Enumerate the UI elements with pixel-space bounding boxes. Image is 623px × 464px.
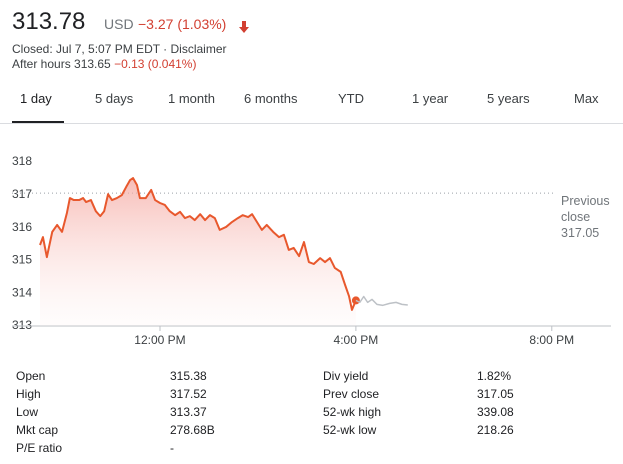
y-tick-label: 318 <box>12 154 32 168</box>
reference-label: Previous close <box>561 194 610 224</box>
y-tick-label: 317 <box>12 187 32 201</box>
x-tick-label: 4:00 PM <box>334 333 379 347</box>
reference-value: 317.05 <box>561 226 600 240</box>
stat-label: Low <box>16 405 39 419</box>
price-line <box>39 177 357 311</box>
stat-label: Div yield <box>323 369 369 383</box>
stat-label: High <box>16 387 41 401</box>
price: 313.78 <box>12 8 86 35</box>
stat-value: 278.68B <box>170 423 215 437</box>
tab[interactable]: 1 day <box>20 91 52 106</box>
stat-label: Mkt cap <box>16 423 59 437</box>
x-tick-label: 8:00 PM <box>529 333 574 347</box>
after-hours: After hours 313.65 −0.13 (0.041%) <box>12 57 196 71</box>
stat-label: Prev close <box>323 387 380 401</box>
stat-value: 315.38 <box>170 369 207 383</box>
stat-label: Open <box>16 369 46 383</box>
after-hours-label: After hours 313.65 <box>12 57 111 71</box>
chart: 313 314 315 316 317 318 12:00 PM 4:00 PM 8:00 PM <box>12 154 611 347</box>
down-arrow <box>239 21 249 33</box>
area <box>40 178 356 326</box>
x-tick-label: 12:00 PM <box>134 333 185 347</box>
tab[interactable]: YTD <box>338 91 364 106</box>
stat-label: P/E ratio <box>16 441 63 455</box>
stat-value: 218.26 <box>477 423 514 437</box>
y-tick-label: 313 <box>12 318 32 332</box>
tab-indicator <box>12 121 64 124</box>
stat-value: 313.37 <box>170 405 207 419</box>
tab[interactable]: 5 days <box>95 91 134 106</box>
price-line <box>355 295 408 307</box>
y-tick-label: 316 <box>12 220 32 234</box>
currency: USD <box>104 16 134 32</box>
reference-annotation: Previous close 317.05 <box>561 193 619 241</box>
divider <box>0 123 623 124</box>
stat-value: 339.08 <box>477 405 514 419</box>
stat-value: 317.05 <box>477 387 514 401</box>
tab[interactable]: Max <box>574 91 599 106</box>
stat-value: 317.52 <box>170 387 207 401</box>
status: Closed: Jul 7, 5:07 PM EDT · Disclaimer <box>12 42 227 56</box>
stat-value: - <box>170 441 174 455</box>
stat-label: 52-wk high <box>323 405 382 419</box>
tab[interactable]: 1 year <box>412 91 449 106</box>
tab[interactable]: 6 months <box>244 91 298 106</box>
change: −3.27 (1.03%) <box>138 16 227 32</box>
stat-label: 52-wk low <box>323 423 377 437</box>
y-tick-label: 314 <box>12 285 32 299</box>
y-tick-label: 315 <box>12 253 32 267</box>
tab[interactable]: 1 month <box>168 91 215 106</box>
stat-value: 1.82% <box>477 369 512 383</box>
tab[interactable]: 5 years <box>487 91 530 106</box>
after-hours-change: −0.13 (0.041%) <box>114 57 197 71</box>
